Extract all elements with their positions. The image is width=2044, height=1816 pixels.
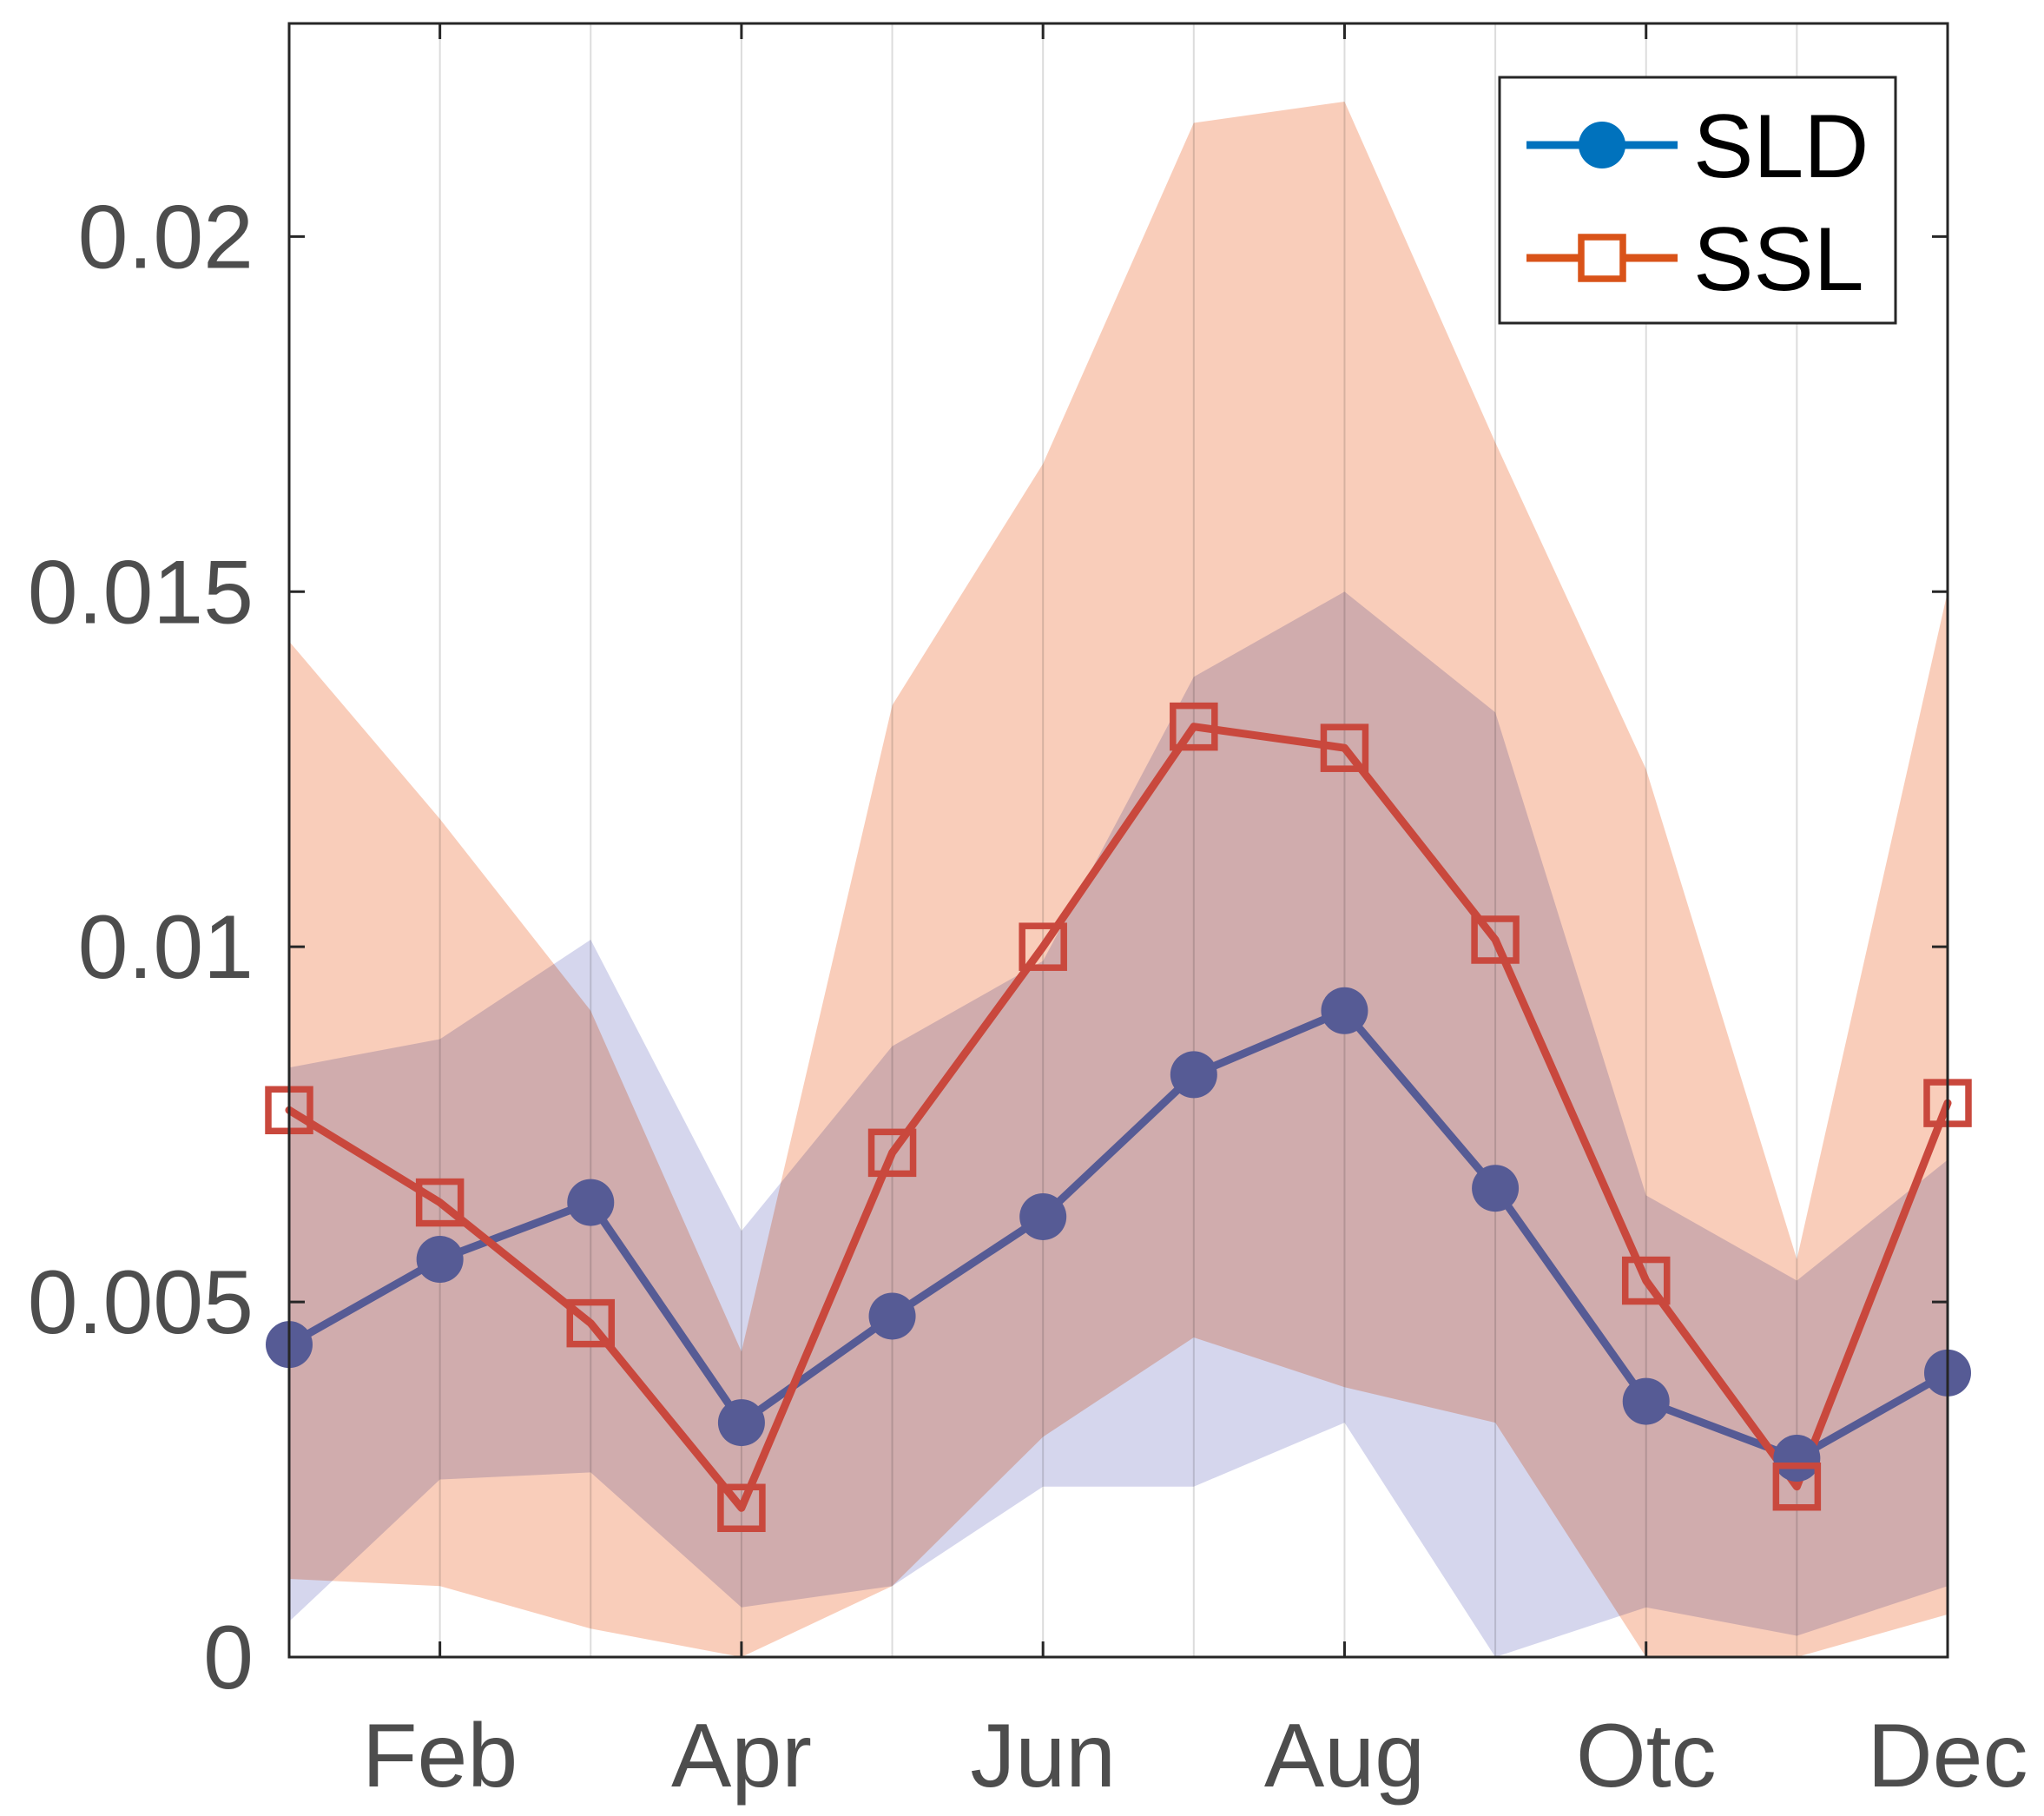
x-tick-label: Jun — [970, 1706, 1116, 1806]
y-tick-label: 0 — [203, 1608, 254, 1708]
legend-sld-marker — [1579, 122, 1625, 168]
ssl-point — [566, 1298, 616, 1348]
confidence-bands — [289, 101, 1948, 1658]
ssl-point — [867, 1128, 917, 1178]
sld-point — [717, 1399, 765, 1447]
y-tick-label: 0.02 — [78, 187, 254, 287]
sld-point — [868, 1292, 916, 1340]
y-tick-label: 0.015 — [28, 542, 254, 643]
legend-sld-label: SLD — [1693, 96, 1869, 197]
ssl-point — [1772, 1462, 1822, 1511]
ssl-point — [1320, 723, 1369, 772]
y-tick-label: 0.01 — [78, 897, 254, 998]
sld-point — [1472, 1165, 1520, 1212]
x-tick-label: Otc — [1576, 1706, 1717, 1806]
sld-point — [1773, 1435, 1821, 1483]
ssl-point — [717, 1483, 766, 1533]
sld-point — [1622, 1377, 1670, 1425]
axis-ticks — [289, 23, 1949, 1659]
legend-ssl-label: SSL — [1693, 209, 1864, 310]
sld-line — [285, 1007, 1952, 1463]
y-tick-label: 0.005 — [28, 1252, 254, 1353]
x-tick-label: Apr — [671, 1706, 812, 1806]
sld-point — [1019, 1192, 1067, 1240]
ssl-point — [1019, 922, 1067, 971]
sld-point — [567, 1179, 615, 1226]
ssl-point — [1621, 1256, 1671, 1305]
x-tick-label: Dec — [1868, 1706, 2028, 1806]
ssl-line — [285, 723, 1952, 1512]
tick-labels: Feb Apr Jun Aug Otc Dec 0 0.005 0.01 0.015 0.02 — [28, 187, 2028, 1806]
ssl-point — [415, 1178, 465, 1227]
x-tick-label: Feb — [362, 1706, 518, 1806]
sld-point — [1170, 1051, 1217, 1099]
ssl-point — [1170, 702, 1218, 751]
legend-box — [1498, 76, 1897, 325]
ssl-point — [1471, 915, 1520, 964]
legend-ssl-marker — [1578, 234, 1626, 282]
sld-point — [1321, 987, 1368, 1034]
legend: SLD SSL — [1498, 76, 1897, 325]
axes-box — [287, 22, 1949, 1659]
sld-band — [289, 591, 1948, 1657]
series-lines — [285, 723, 1952, 1512]
sld-point — [416, 1236, 464, 1284]
x-tick-label: Aug — [1264, 1706, 1425, 1806]
